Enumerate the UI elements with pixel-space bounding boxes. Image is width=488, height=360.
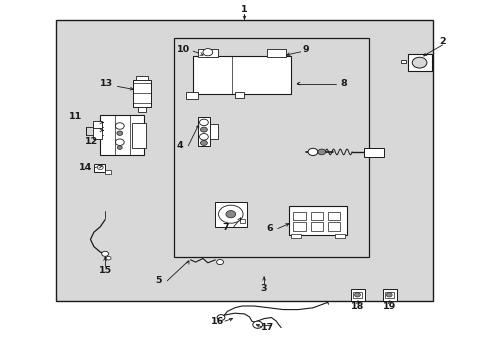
Bar [133, 80, 150, 107]
Text: 4: 4 [176, 141, 183, 150]
Bar [310, 222, 322, 231]
Bar [93, 121, 102, 128]
Text: 16: 16 [210, 317, 224, 325]
Text: 6: 6 [266, 224, 273, 233]
Bar [198, 49, 217, 57]
Bar [310, 212, 322, 220]
Circle shape [106, 256, 111, 260]
Bar [93, 124, 102, 139]
Text: 3: 3 [260, 284, 267, 293]
Circle shape [252, 321, 262, 328]
Circle shape [307, 148, 317, 156]
Circle shape [97, 165, 103, 170]
Circle shape [217, 315, 224, 320]
Bar [132, 123, 145, 148]
Bar [350, 289, 364, 301]
Circle shape [115, 123, 124, 129]
Bar [290, 234, 300, 238]
Bar [198, 117, 210, 146]
Text: 18: 18 [350, 302, 364, 311]
Bar [193, 56, 290, 94]
Text: 17: 17 [261, 323, 274, 332]
Circle shape [225, 211, 235, 218]
Circle shape [411, 57, 426, 68]
Bar [210, 124, 217, 139]
Circle shape [102, 251, 108, 256]
Bar [288, 206, 346, 235]
Bar [400, 60, 405, 63]
Circle shape [354, 293, 360, 297]
Circle shape [199, 134, 208, 140]
Text: 5: 5 [155, 276, 162, 285]
Text: 19: 19 [382, 302, 396, 311]
Bar [382, 289, 396, 301]
Bar [173, 38, 368, 257]
Bar [94, 164, 105, 172]
Bar [384, 292, 393, 298]
Bar [234, 92, 244, 98]
Text: 14: 14 [79, 163, 92, 172]
Bar [215, 202, 246, 227]
Bar [293, 222, 305, 231]
Circle shape [200, 140, 207, 145]
Circle shape [115, 139, 124, 145]
Text: 12: 12 [85, 136, 99, 145]
Bar [185, 92, 198, 99]
Circle shape [317, 149, 325, 155]
Text: 15: 15 [99, 266, 111, 275]
Text: 1: 1 [241, 4, 247, 13]
Circle shape [216, 260, 223, 265]
Bar [266, 49, 285, 57]
Bar [293, 212, 305, 220]
Circle shape [117, 146, 122, 149]
Text: 7: 7 [222, 223, 229, 232]
Text: 11: 11 [69, 112, 82, 121]
Text: 8: 8 [339, 79, 346, 88]
Bar [352, 292, 361, 298]
Text: 10: 10 [177, 45, 189, 54]
Text: 2: 2 [438, 37, 445, 46]
Bar [105, 170, 111, 174]
Text: 13: 13 [100, 79, 113, 88]
Circle shape [117, 131, 122, 135]
Bar [100, 115, 144, 155]
Bar [239, 219, 245, 223]
Circle shape [200, 127, 207, 132]
Circle shape [203, 49, 212, 56]
Bar [136, 76, 147, 80]
Bar [138, 107, 145, 112]
Bar [407, 54, 431, 71]
Bar [334, 234, 344, 238]
Bar [56, 20, 432, 301]
Circle shape [199, 119, 208, 126]
Text: 9: 9 [302, 45, 308, 54]
Bar [327, 212, 339, 220]
Circle shape [386, 293, 391, 297]
Bar [364, 148, 383, 157]
Circle shape [218, 205, 243, 223]
Bar [327, 222, 339, 231]
